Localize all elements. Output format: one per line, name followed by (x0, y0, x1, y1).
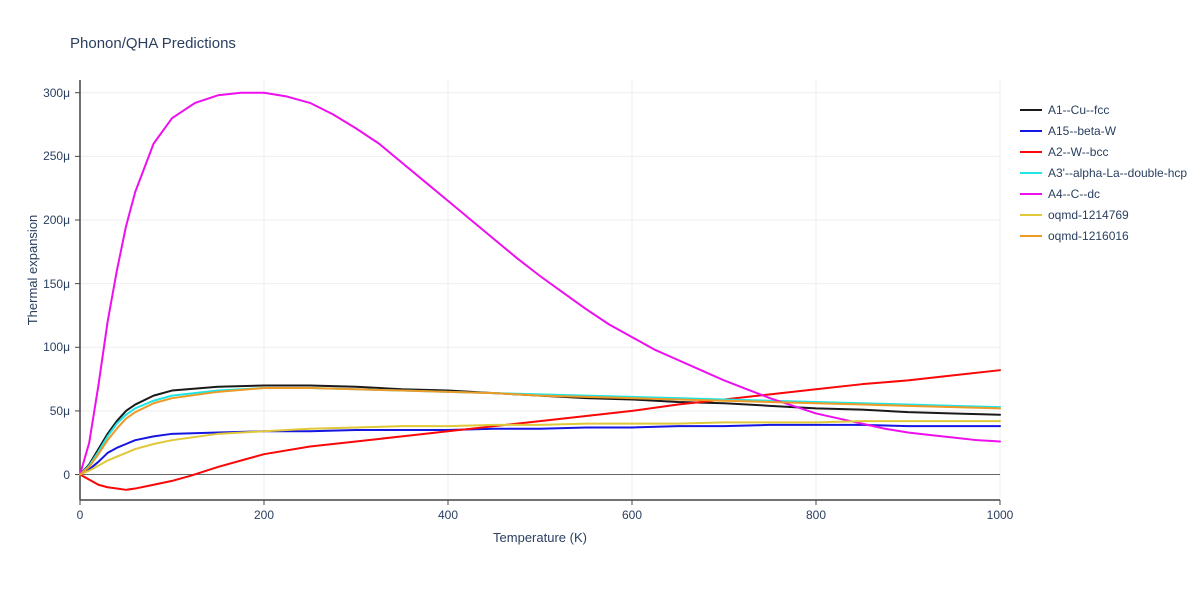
legend-item[interactable]: oqmd-1214769 (1020, 205, 1187, 225)
legend-label: A1--Cu--fcc (1048, 103, 1109, 117)
y-tick-label: 150μ (10, 277, 70, 291)
x-tick-label: 400 (438, 508, 458, 522)
plot-area (80, 80, 1000, 500)
plot-svg (80, 80, 1000, 500)
legend-swatch (1020, 214, 1042, 216)
y-tick-label: 100μ (10, 340, 70, 354)
legend-label: A2--W--bcc (1048, 145, 1108, 159)
legend-item[interactable]: A1--Cu--fcc (1020, 100, 1187, 120)
x-tick-label: 200 (254, 508, 274, 522)
legend-swatch (1020, 109, 1042, 111)
legend-swatch (1020, 235, 1042, 237)
legend-item[interactable]: oqmd-1216016 (1020, 226, 1187, 246)
legend-item[interactable]: A3'--alpha-La--double-hcp (1020, 163, 1187, 183)
legend-item[interactable]: A4--C--dc (1020, 184, 1187, 204)
y-tick-label: 200μ (10, 213, 70, 227)
legend-swatch (1020, 151, 1042, 153)
legend-label: oqmd-1216016 (1048, 229, 1129, 243)
chart-title: Phonon/QHA Predictions (70, 35, 236, 52)
legend-swatch (1020, 172, 1042, 174)
x-tick-label: 600 (622, 508, 642, 522)
legend-label: A15--beta-W (1048, 124, 1116, 138)
legend-item[interactable]: A2--W--bcc (1020, 142, 1187, 162)
x-axis-label: Temperature (K) (480, 530, 600, 545)
x-tick-label: 800 (806, 508, 826, 522)
y-tick-label: 0 (10, 468, 70, 482)
x-tick-label: 0 (77, 508, 84, 522)
y-tick-label: 50μ (10, 404, 70, 418)
y-tick-label: 300μ (10, 86, 70, 100)
y-tick-label: 250μ (10, 149, 70, 163)
legend-label: oqmd-1214769 (1048, 208, 1129, 222)
legend-swatch (1020, 193, 1042, 195)
legend-label: A3'--alpha-La--double-hcp (1048, 166, 1187, 180)
legend-item[interactable]: A15--beta-W (1020, 121, 1187, 141)
legend-swatch (1020, 130, 1042, 132)
x-tick-label: 1000 (987, 508, 1014, 522)
legend[interactable]: A1--Cu--fcc A15--beta-W A2--W--bcc A3'--alp… (1020, 100, 1187, 247)
legend-label: A4--C--dc (1048, 187, 1100, 201)
